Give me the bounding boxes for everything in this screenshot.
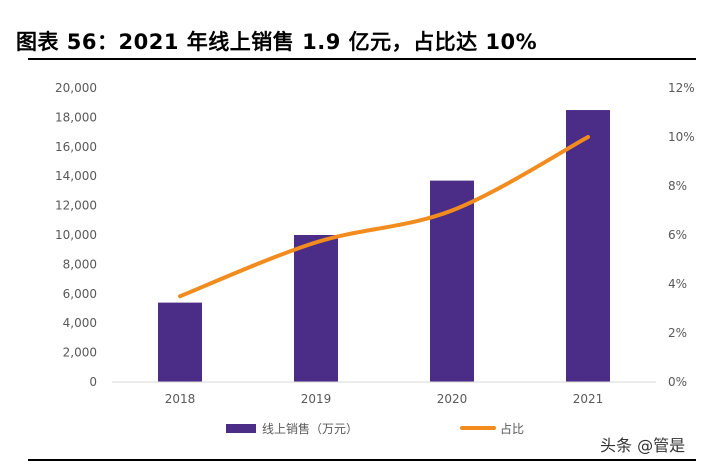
left-tick-label: 20,000: [55, 81, 97, 95]
legend-label-bar: 线上销售（万元）: [262, 421, 358, 436]
right-axis-ticks: 0% 2% 4% 6% 8% 10% 12%: [668, 81, 695, 389]
left-tick-label: 0: [89, 375, 97, 389]
right-tick-label: 0%: [668, 375, 687, 389]
watermark: 头条 @管是: [600, 436, 686, 455]
right-tick-label: 8%: [668, 179, 687, 193]
legend: 线上销售（万元） 占比: [226, 421, 524, 436]
right-tick-label: 10%: [668, 130, 695, 144]
left-tick-label: 12,000: [55, 199, 97, 213]
x-tick-label: 2020: [437, 392, 468, 406]
right-tick-label: 2%: [668, 326, 687, 340]
right-tick-label: 4%: [668, 277, 687, 291]
bar: [294, 235, 338, 382]
left-tick-label: 18,000: [55, 110, 97, 124]
x-tick-label: 2019: [301, 392, 332, 406]
legend-label-line: 占比: [500, 421, 524, 436]
left-axis-ticks: 0 2,000 4,000 6,000 8,000 10,000 12,000 14,000 1…: [55, 81, 97, 389]
line-series: [178, 135, 590, 299]
legend-swatch-bar: [226, 424, 256, 433]
bar: [566, 110, 610, 383]
left-tick-label: 2,000: [63, 346, 97, 360]
right-tick-label: 6%: [668, 228, 687, 242]
right-tick-label: 12%: [668, 81, 695, 95]
x-tick-label: 2021: [573, 392, 604, 406]
bar: [158, 302, 202, 382]
left-tick-label: 16,000: [55, 140, 97, 154]
title-divider: [28, 58, 696, 60]
left-tick-label: 6,000: [63, 287, 97, 301]
x-axis-ticks: 2018 2019 2020 2021: [165, 392, 604, 406]
bottom-divider: [28, 459, 696, 461]
left-tick-label: 4,000: [63, 316, 97, 330]
left-tick-label: 10,000: [55, 228, 97, 242]
chart-title: 图表 56：2021 年线上销售 1.9 亿元，占比达 10%: [16, 30, 538, 54]
left-tick-label: 8,000: [63, 257, 97, 271]
bar-series: [158, 110, 610, 383]
share-line: [178, 135, 590, 299]
x-tick-label: 2018: [165, 392, 196, 406]
left-tick-label: 14,000: [55, 169, 97, 183]
